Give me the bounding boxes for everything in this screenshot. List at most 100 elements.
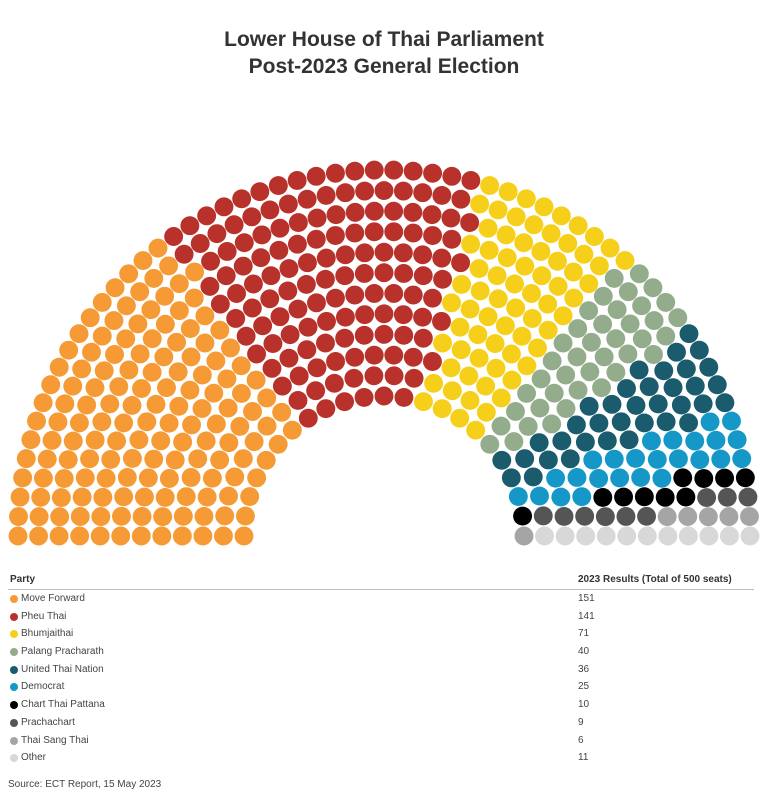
seat-dot (227, 284, 246, 303)
seat-dot (180, 319, 200, 339)
seat-dot (279, 348, 299, 368)
seat-dot (142, 362, 162, 382)
seat-dot (442, 229, 462, 249)
seat-dot (112, 506, 131, 526)
seat-dot (530, 398, 550, 418)
seat-dot (618, 282, 638, 302)
party-name: Bhumjaithai (21, 628, 74, 640)
seat-dot (538, 450, 558, 470)
seat-dot (606, 329, 626, 349)
seat-dot (231, 383, 251, 403)
seat-dot (393, 243, 413, 263)
seat-dot (568, 380, 588, 400)
seat-dot (234, 526, 254, 546)
seat-dot (740, 507, 759, 526)
seat-dot (29, 507, 49, 527)
seat-dot (325, 163, 345, 183)
seat-dot (617, 526, 637, 546)
seat-dot (96, 468, 116, 488)
seat-dot (138, 468, 158, 488)
seat-dot (217, 369, 237, 389)
seat-dot (374, 324, 394, 344)
seat-dot (335, 183, 355, 203)
seat-dot (316, 185, 336, 205)
legend-swatch (10, 718, 18, 727)
seat-dot (432, 248, 452, 268)
seat-dot (422, 205, 442, 225)
seat-dot (109, 377, 129, 397)
seat-dot (282, 420, 302, 440)
seat-dot (141, 300, 161, 320)
seat-dot (423, 226, 443, 245)
seat-dot (296, 274, 316, 294)
seat-dot (600, 238, 620, 258)
seat-dot (345, 347, 365, 367)
seat-dot (468, 325, 488, 345)
seat-dot (154, 347, 174, 367)
seat-dot (117, 467, 137, 487)
seat-dot (413, 266, 433, 286)
seat-dot (492, 450, 512, 470)
seat-dot (114, 487, 134, 507)
seat-dot (77, 395, 97, 415)
seat-dot (246, 370, 266, 390)
seat-dot (581, 332, 601, 352)
seat-dot (643, 278, 663, 298)
seat-dot (287, 171, 307, 190)
seat-dot (164, 227, 184, 246)
seat-dot (307, 208, 327, 228)
seat-dot (593, 487, 613, 507)
seat-dot (306, 166, 326, 186)
party-name: Other (21, 752, 47, 764)
seat-dot (27, 411, 46, 431)
seat-dot (354, 387, 374, 407)
seat-dot (101, 449, 121, 469)
table-row: Prachachart 9 (8, 714, 754, 732)
seat-dot (694, 469, 714, 488)
party-name: Democrat (21, 681, 65, 693)
seat-dot (204, 383, 224, 403)
seat-dot (442, 166, 462, 186)
seat-dot (219, 433, 239, 453)
seat-dot (206, 414, 226, 434)
seat-dot (604, 449, 624, 469)
seat-dot (364, 160, 384, 180)
seat-dot (594, 347, 614, 367)
seat-dot (655, 487, 675, 507)
seat-dot (597, 431, 617, 451)
seat-dot (105, 345, 124, 364)
seat-dot (49, 526, 69, 546)
seat-dot (616, 507, 636, 526)
seat-dot (584, 227, 604, 246)
seat-dot (575, 432, 595, 452)
seat-dot (272, 376, 292, 396)
seat-dot (534, 197, 554, 217)
seat-dot (354, 264, 374, 283)
seat-dot (647, 449, 667, 469)
seat-dot (176, 487, 196, 507)
seat-dot (335, 392, 355, 412)
party-seats: 11 (578, 752, 589, 764)
seat-dot (80, 449, 100, 469)
seat-dot (157, 378, 176, 398)
seat-dot (326, 205, 346, 225)
seat-dot (210, 450, 230, 470)
seat-dot (298, 317, 318, 337)
seat-dot (51, 488, 71, 508)
seat-dot (442, 381, 462, 401)
seat-dot (634, 487, 654, 507)
seat-dot (637, 526, 657, 546)
seat-dot (233, 256, 253, 276)
seat-dot (287, 234, 307, 254)
seat-dot (146, 394, 166, 414)
seat-dot (384, 160, 404, 180)
seat-dot (16, 449, 36, 469)
table-row: Chart Thai Pattana 10 (8, 696, 754, 714)
seat-dot (442, 293, 461, 313)
seat-dot (159, 413, 179, 433)
seat-dot (142, 329, 162, 349)
table-row: Democrat 25 (8, 678, 754, 696)
seat-dot (152, 526, 172, 546)
seat-dot (193, 526, 213, 546)
seat-dot (122, 448, 142, 468)
